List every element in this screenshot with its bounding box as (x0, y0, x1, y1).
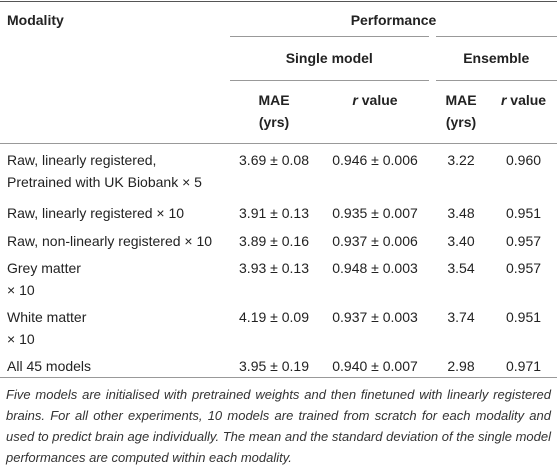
header-text: (yrs) (258, 114, 290, 130)
value-cell: 3.93 ± 0.13 (239, 259, 309, 276)
table-row: Grey matter × 10 3.93 ± 0.13 0.948 ± 0.003 3… (0, 252, 557, 301)
value-cell: 3.22 (447, 152, 475, 168)
value-cell: 3.54 (447, 259, 475, 276)
value-cell: 0.940 ± 0.007 (332, 357, 418, 374)
modality-cell: Raw, linearly registered × 10 (0, 197, 230, 225)
header-text: value (510, 92, 547, 108)
header-text: MAE (258, 92, 290, 108)
table-row: All 45 models 3.95 ± 0.19 0.940 ± 0.007 2.9… (0, 350, 557, 378)
value-cell: 3.91 ± 0.13 (239, 204, 309, 221)
value-cell: 0.971 (505, 357, 542, 374)
modality-cell: Raw, non-linearly registered × 10 (0, 225, 230, 252)
modality-text: × 10 (7, 330, 35, 347)
modality-text: White matter (7, 308, 87, 325)
value-cell: 0.957 (505, 232, 542, 249)
header-cell: MAE (yrs) (432, 81, 490, 144)
modality-text: Raw, linearly registered × 10 (7, 204, 185, 221)
modality-text: Raw, linearly registered, (7, 152, 157, 168)
modality-text: × 10 (7, 281, 35, 298)
table-row: White matter × 10 4.19 ± 0.09 0.937 ± 0.003… (0, 301, 557, 350)
value-cell: 0.937 ± 0.006 (332, 232, 418, 249)
value-cell: 0.946 ± 0.006 (332, 152, 418, 168)
header-cell: r value (490, 81, 557, 144)
table-body: Raw, linearly registered, Pretrained with… (0, 144, 557, 378)
table-row: Raw, linearly registered × 10 3.91 ± 0.13… (0, 197, 557, 225)
modality-text: Raw, non-linearly registered × 10 (7, 232, 213, 249)
header-cell: MAE (yrs) (230, 81, 318, 144)
header-text: MAE (445, 92, 477, 108)
header-text: (yrs) (445, 114, 477, 130)
header-cell: Single model (230, 36, 436, 81)
modality-text: Pretrained with UK Biobank × 5 (7, 174, 202, 190)
value-cell: 3.95 ± 0.19 (239, 357, 309, 374)
header-text: r (500, 92, 507, 108)
modality-cell: All 45 models (0, 350, 230, 378)
value-cell: 0.937 ± 0.003 (332, 308, 418, 325)
value-cell: 3.48 (447, 204, 475, 221)
modality-cell: Grey matter × 10 (0, 252, 230, 301)
value-cell: 0.951 (505, 204, 542, 221)
value-cell: 0.948 ± 0.003 (332, 259, 418, 276)
header-text: value (361, 92, 398, 108)
header-cell: Performance (230, 1, 557, 37)
table-row: Raw, linearly registered, Pretrained with… (0, 144, 557, 197)
header-text: r (352, 92, 358, 108)
value-cell: 0.951 (505, 308, 542, 325)
value-cell: 3.40 (447, 232, 475, 249)
value-cell: 0.960 (505, 152, 542, 168)
header-cell: Ensemble (432, 36, 557, 81)
modality-cell: Raw, linearly registered, Pretrained with… (0, 144, 230, 197)
value-cell: 3.69 ± 0.08 (239, 152, 309, 168)
value-cell: 0.957 (505, 259, 542, 276)
modality-text: All 45 models (7, 357, 92, 374)
value-cell: 3.74 (447, 308, 475, 325)
footnote: Five models are initialised with pretrai… (6, 386, 551, 465)
results-table: Modality Performance Single model Ensemb… (0, 1, 557, 378)
modality-text: Grey matter (7, 259, 81, 276)
header-cell: Modality (7, 12, 64, 28)
modality-cell: White matter × 10 (0, 301, 230, 350)
table-row: Raw, non-linearly registered × 10 3.89 ± … (0, 225, 557, 252)
value-cell: 2.98 (447, 357, 475, 374)
value-cell: 4.19 ± 0.09 (239, 308, 309, 325)
header-cell: r value (318, 81, 432, 144)
value-cell: 0.935 ± 0.007 (332, 204, 418, 221)
value-cell: 3.89 ± 0.16 (239, 232, 309, 249)
